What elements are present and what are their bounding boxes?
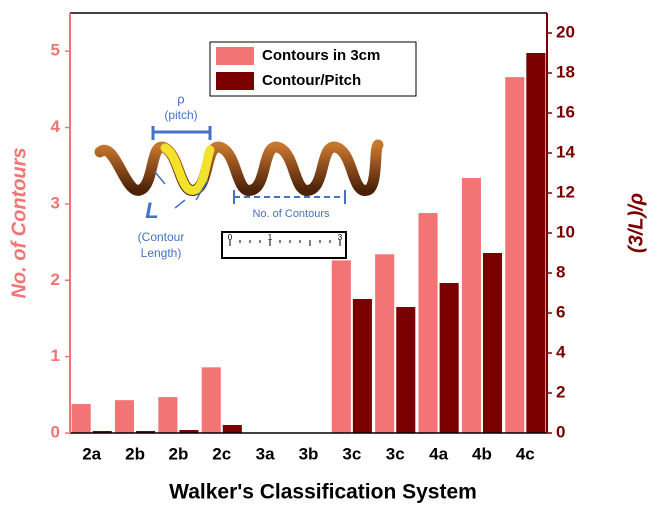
annotation: ρ: [177, 91, 184, 106]
y2-tick-label: 6: [556, 302, 565, 321]
bar: [114, 400, 135, 433]
bar: [461, 177, 481, 433]
bar: [331, 260, 351, 433]
bar: [179, 430, 199, 433]
x-tick-label: 3a: [256, 444, 275, 463]
ruler-label: 3: [338, 233, 343, 242]
y-tick-label: 0: [51, 422, 60, 441]
y2-axis-label: (3/L)/ρ: [625, 193, 647, 253]
bar: [136, 431, 156, 433]
legend-label: Contours in 3cm: [262, 47, 380, 64]
bar: [158, 397, 178, 433]
y2-tick-label: 12: [556, 182, 575, 201]
bar: [352, 299, 372, 433]
bar: [526, 53, 546, 433]
y2-tick-label: 16: [556, 102, 575, 121]
y2-tick-label: 4: [556, 342, 566, 361]
y2-tick-label: 8: [556, 262, 565, 281]
length-arrows: [154, 171, 209, 209]
y-tick-label: 4: [51, 117, 61, 136]
x-tick-label: 3c: [342, 444, 361, 463]
y2-tick-label: 10: [556, 222, 575, 241]
x-tick-label: 4a: [429, 444, 448, 463]
helix-highlight: [160, 143, 215, 195]
y-tick-label: 5: [51, 41, 60, 60]
x-tick-label: 2b: [125, 444, 145, 463]
bar: [375, 254, 395, 433]
legend-swatch: [216, 72, 254, 90]
ruler-ticks: [229, 240, 341, 246]
annotation: Length): [141, 246, 182, 260]
y-tick-label: 3: [51, 193, 60, 212]
x-tick-label: 3c: [386, 444, 405, 463]
bar: [418, 213, 438, 433]
legend-swatch: [216, 47, 254, 65]
legend-label: Contour/Pitch: [262, 72, 361, 89]
x-tick-label: 2a: [82, 444, 101, 463]
bar: [71, 403, 91, 433]
inset: ρ (pitch) L (Contour Length) No. of Cont…: [94, 91, 384, 260]
x-tick-label: 2b: [168, 444, 188, 463]
annotation: L: [145, 198, 158, 223]
annotation: (Contour: [138, 230, 185, 244]
helix: [94, 139, 384, 196]
x-tick-label: 4c: [516, 444, 535, 463]
bar: [92, 431, 112, 433]
bar: [222, 425, 242, 433]
bar: [482, 253, 503, 433]
x-tick-label: 2c: [212, 444, 231, 463]
annotation: (pitch): [164, 108, 197, 122]
y2-tick-label: 2: [556, 382, 565, 401]
bar: [439, 283, 459, 433]
bar: [396, 307, 416, 433]
y-axis-label: No. of Contours: [8, 147, 30, 298]
ruler-label: 0: [228, 233, 233, 242]
y2-tick-label: 14: [556, 142, 575, 161]
x-axis-label: Walker's Classification System: [169, 481, 477, 504]
ruler-label: 1: [268, 233, 273, 242]
bar: [201, 367, 221, 433]
y2-tick-label: 20: [556, 22, 575, 41]
y-tick-label: 1: [51, 346, 60, 365]
bar: [505, 77, 525, 434]
ruler: [221, 231, 347, 259]
y-tick-label: 2: [51, 270, 60, 289]
y2-tick-label: 18: [556, 62, 575, 81]
x-tick-label: 4b: [472, 444, 492, 463]
annotation: No. of Contours: [252, 208, 330, 220]
x-tick-label: 3b: [299, 444, 319, 463]
y2-tick-label: 0: [556, 422, 565, 441]
